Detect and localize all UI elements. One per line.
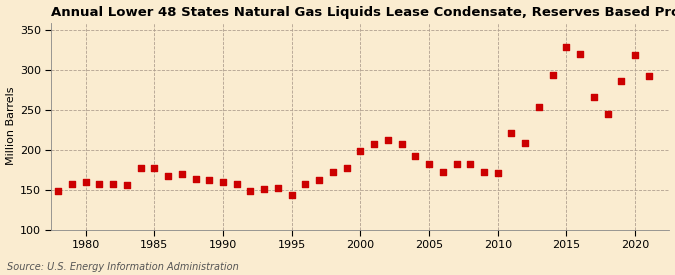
Point	[342, 166, 352, 170]
Point	[53, 189, 63, 193]
Point	[217, 180, 228, 184]
Point	[108, 182, 119, 186]
Point	[300, 182, 310, 186]
Point	[259, 187, 269, 191]
Point	[327, 169, 338, 174]
Point	[80, 180, 91, 184]
Point	[506, 130, 517, 135]
Point	[602, 112, 613, 116]
Point	[163, 173, 173, 178]
Point	[176, 172, 187, 176]
Point	[561, 45, 572, 50]
Text: Annual Lower 48 States Natural Gas Liquids Lease Condensate, Reserves Based Prod: Annual Lower 48 States Natural Gas Liqui…	[51, 6, 675, 18]
Point	[410, 154, 421, 159]
Text: Source: U.S. Energy Information Administration: Source: U.S. Energy Information Administ…	[7, 262, 238, 272]
Y-axis label: Million Barrels: Million Barrels	[5, 87, 16, 165]
Point	[451, 161, 462, 166]
Point	[383, 138, 394, 142]
Point	[122, 183, 132, 187]
Point	[533, 105, 544, 109]
Point	[190, 177, 201, 181]
Point	[273, 185, 284, 190]
Point	[286, 192, 297, 197]
Point	[465, 161, 476, 166]
Point	[437, 170, 448, 175]
Point	[232, 181, 242, 186]
Point	[630, 53, 641, 57]
Point	[396, 142, 407, 147]
Point	[643, 74, 654, 78]
Point	[355, 149, 366, 153]
Point	[204, 177, 215, 182]
Point	[479, 170, 489, 175]
Point	[149, 166, 160, 170]
Point	[369, 141, 379, 146]
Point	[574, 51, 585, 56]
Point	[520, 141, 531, 145]
Point	[589, 94, 599, 99]
Point	[94, 181, 105, 186]
Point	[424, 161, 435, 166]
Point	[492, 171, 503, 175]
Point	[135, 165, 146, 170]
Point	[547, 73, 558, 77]
Point	[314, 178, 325, 183]
Point	[245, 189, 256, 193]
Point	[616, 78, 627, 83]
Point	[66, 181, 77, 186]
